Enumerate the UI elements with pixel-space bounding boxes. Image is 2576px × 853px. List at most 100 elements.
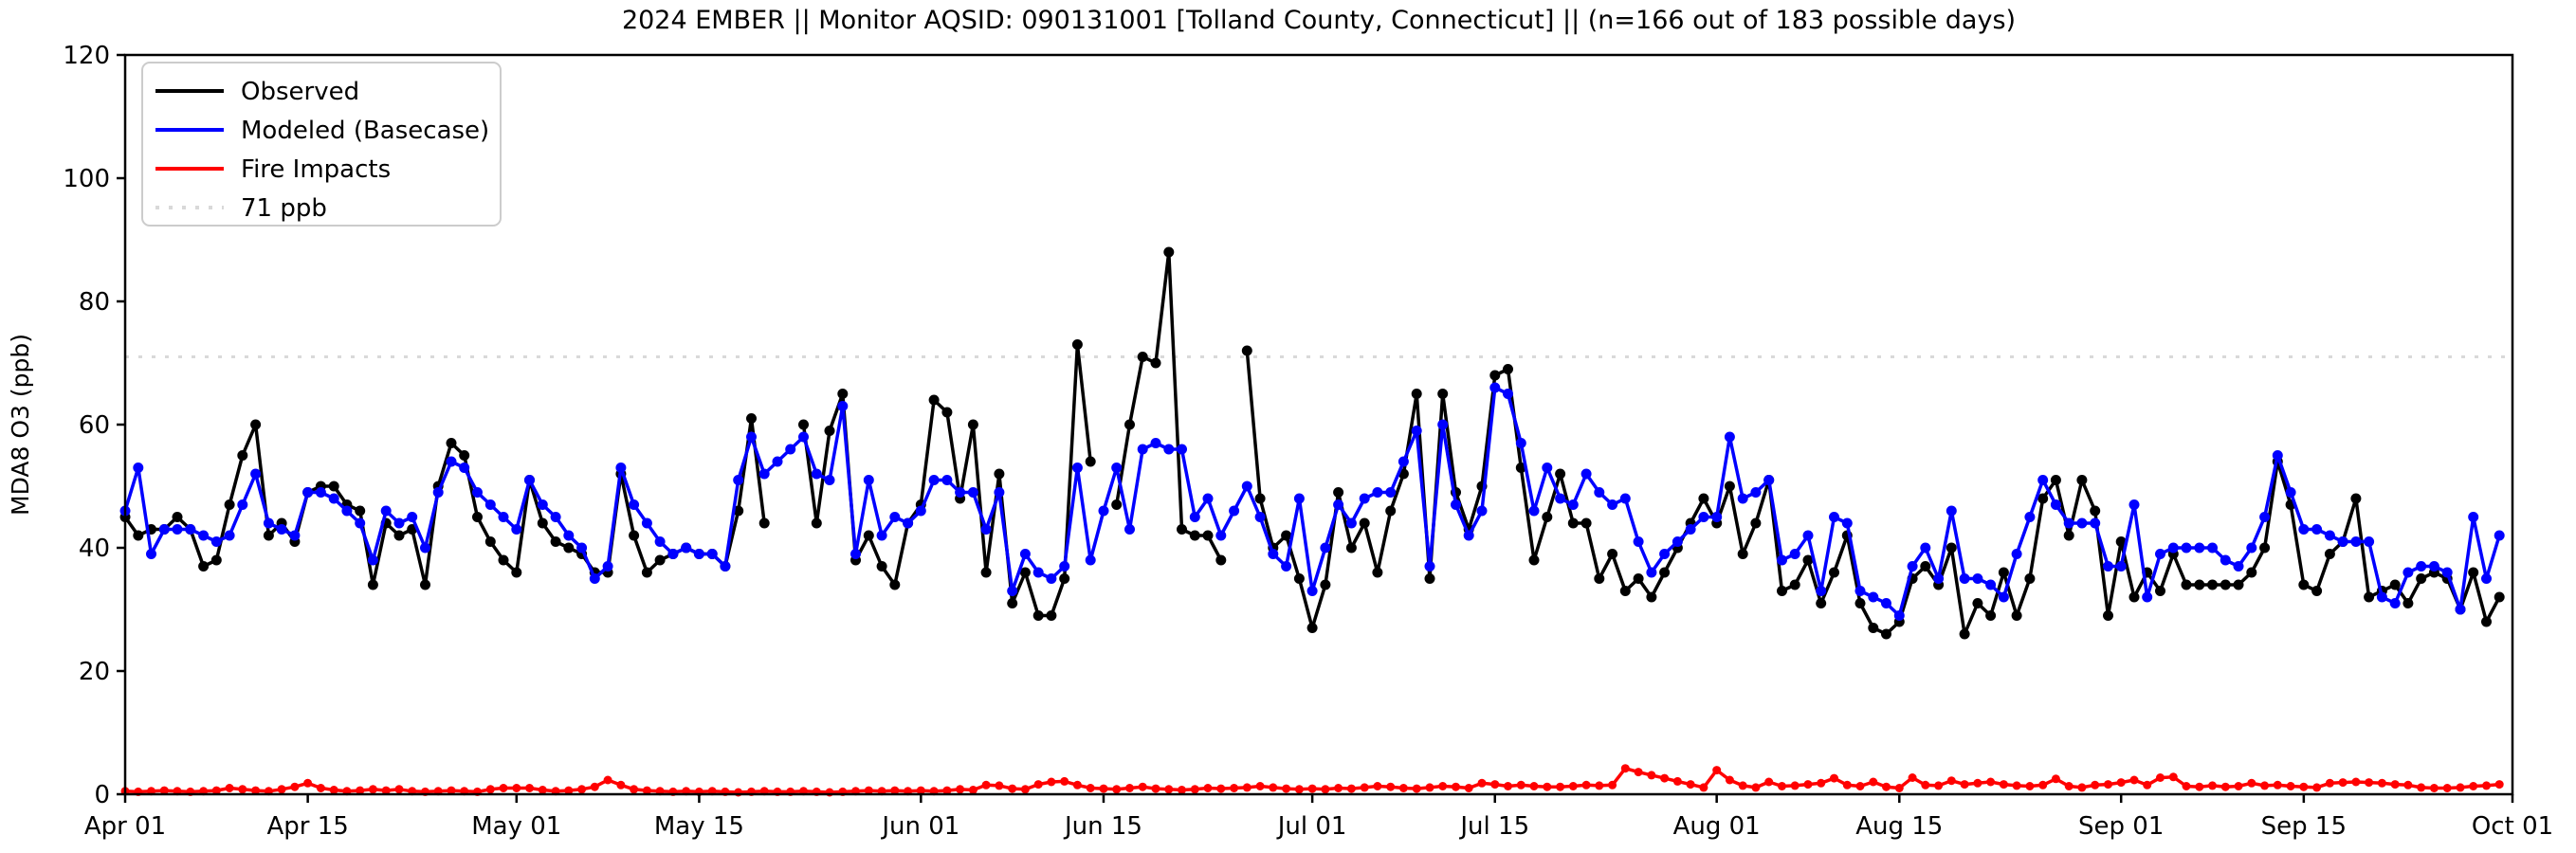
data-point (237, 450, 248, 461)
data-point (1046, 610, 1057, 621)
data-point (941, 407, 953, 418)
data-point (1633, 573, 1644, 584)
x-tick-label: Apr 01 (84, 812, 166, 841)
data-point (1386, 782, 1396, 791)
data-point (1504, 782, 1512, 790)
data-point (1125, 784, 1134, 792)
x-tick-label: Oct 01 (2472, 812, 2553, 841)
data-point (1190, 785, 1199, 794)
data-point (2155, 586, 2165, 596)
data-point (1255, 782, 1265, 790)
data-point (224, 530, 235, 541)
data-point (1189, 530, 1200, 541)
data-point (2207, 579, 2218, 590)
data-point (2129, 775, 2139, 785)
data-point (1020, 785, 1030, 794)
data-point (1229, 505, 1240, 517)
data-point (290, 782, 300, 791)
data-point (498, 512, 509, 522)
data-point (1998, 591, 2009, 603)
data-point (2025, 782, 2035, 790)
data-point (303, 778, 313, 788)
data-point (550, 536, 561, 547)
data-point (2155, 549, 2165, 559)
data-point (2156, 773, 2165, 782)
data-point (1163, 444, 1175, 455)
data-point (2011, 610, 2022, 621)
data-point (576, 542, 588, 554)
data-point (589, 573, 600, 584)
data-point (2207, 542, 2218, 554)
data-point (537, 517, 548, 529)
data-point (1320, 579, 1331, 590)
data-point (2350, 536, 2362, 547)
data-point (1281, 530, 1292, 541)
data-point (1646, 591, 1657, 603)
data-point (2115, 561, 2127, 572)
data-point (484, 499, 496, 510)
data-point (1189, 512, 1200, 522)
data-point (1985, 579, 1997, 590)
data-point (1608, 780, 1617, 789)
data-point (484, 536, 496, 547)
data-point (1306, 623, 1318, 633)
data-point (720, 561, 731, 572)
data-point (2286, 782, 2295, 790)
data-point (2311, 586, 2323, 596)
data-point (133, 530, 144, 541)
data-point (1137, 352, 1148, 362)
data-point (2220, 554, 2231, 566)
data-point (837, 389, 849, 399)
data-point (1595, 781, 1604, 790)
data-point (328, 493, 339, 504)
data-point (1920, 542, 1931, 554)
data-point (2103, 561, 2113, 572)
data-point (2167, 542, 2179, 554)
data-point (1425, 783, 1434, 792)
data-point (2116, 778, 2126, 788)
data-point (1750, 487, 1762, 498)
data-point (1672, 536, 1683, 547)
data-point (524, 475, 535, 485)
data-point (1060, 776, 1069, 786)
data-point (355, 505, 366, 517)
legend-box (141, 62, 502, 227)
data-point (2429, 784, 2439, 792)
x-tick-label: Aug 15 (1855, 812, 1943, 841)
data-point (1033, 780, 1043, 789)
data-point (1437, 419, 1449, 430)
data-point (837, 401, 849, 411)
data-point (2494, 591, 2505, 603)
data-point (1334, 784, 1343, 792)
data-point (498, 554, 509, 566)
data-point (158, 524, 170, 535)
data-point (355, 517, 366, 529)
data-point (1647, 771, 1656, 780)
data-point (2246, 542, 2257, 554)
data-point (1112, 785, 1122, 794)
data-point (2376, 591, 2387, 603)
data-point (1594, 487, 1605, 498)
data-point (2298, 524, 2310, 535)
data-point (224, 499, 235, 510)
data-point (1177, 524, 1187, 535)
data-point (2272, 450, 2283, 461)
data-point (393, 530, 405, 541)
data-point (1215, 530, 1227, 541)
data-point (302, 487, 314, 498)
data-point (172, 512, 183, 522)
data-point (1777, 586, 1787, 596)
data-point (1881, 598, 1891, 608)
data-point (942, 786, 952, 795)
data-point (1908, 773, 1917, 782)
data-point (2168, 772, 2178, 782)
data-point (564, 786, 574, 795)
data-point (876, 561, 887, 572)
data-point (1778, 782, 1786, 790)
data-point (277, 785, 286, 794)
data-point (250, 468, 262, 480)
data-point (1019, 549, 1031, 559)
data-point (968, 786, 977, 794)
data-point (1933, 573, 1945, 584)
